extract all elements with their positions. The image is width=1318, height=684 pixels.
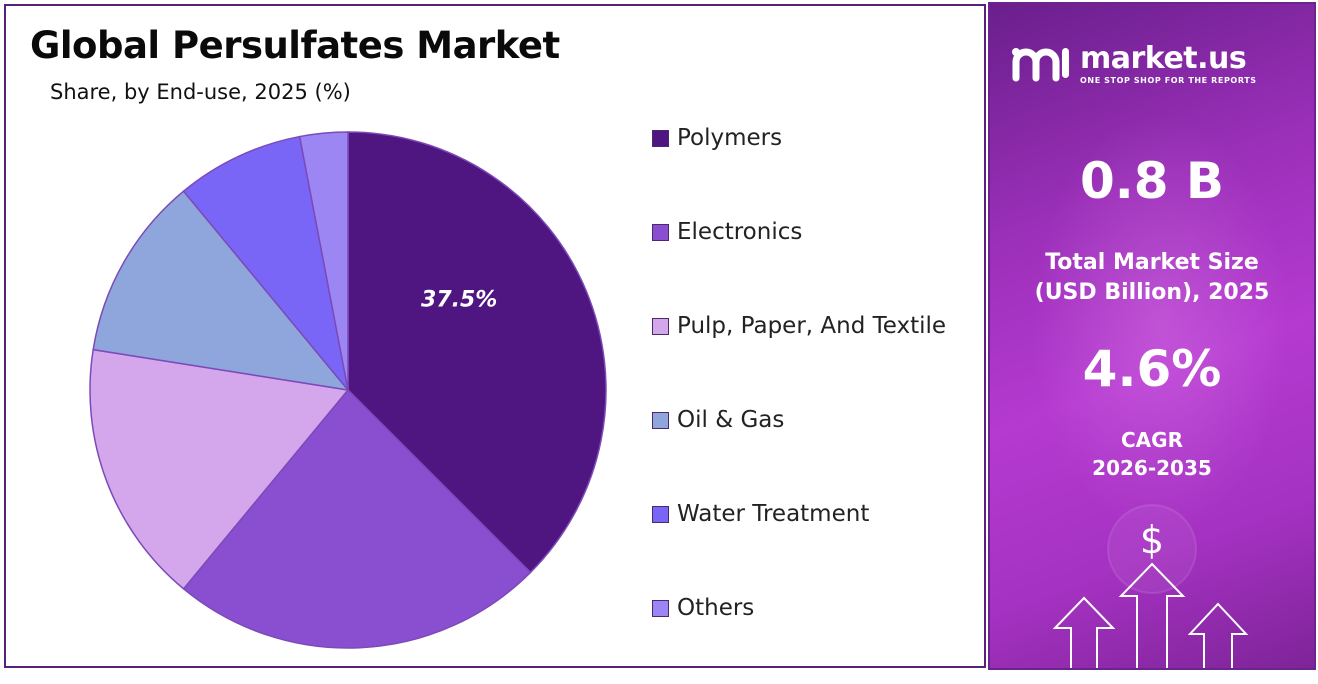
- legend-label: Electronics: [677, 219, 803, 245]
- cagr-label-line2: 2026-2035: [1092, 456, 1212, 480]
- legend-swatch: [652, 318, 669, 335]
- legend-label: Oil & Gas: [677, 407, 785, 433]
- legend-swatch: [652, 224, 669, 241]
- pie-slice-water-treatment: [182, 135, 349, 391]
- market-size-value: 0.8 B: [1079, 152, 1225, 210]
- legend-item: Pulp, Paper, And Textile: [652, 308, 982, 402]
- chart-legend: Polymers Electronics Pulp, Paper, And Text…: [652, 120, 982, 684]
- pie-chart: 37.5%: [89, 131, 607, 649]
- coin-circle: [1107, 504, 1197, 594]
- up-arrow-icon: [1052, 562, 1249, 668]
- brand-tagline: ONE STOP SHOP FOR THE REPORTS: [1080, 75, 1257, 85]
- legend-swatch: [652, 600, 669, 617]
- dollar-icon: $: [1139, 518, 1165, 562]
- market-size-label-line1: Total Market Size: [1045, 250, 1259, 275]
- legend-item: Water Treatment: [652, 496, 982, 590]
- legend-swatch: [652, 130, 669, 147]
- legend-swatch: [652, 412, 669, 429]
- legend-swatch: [652, 506, 669, 523]
- legend-item: Polymers: [652, 120, 982, 214]
- summary-panel: market.us ONE STOP SHOP FOR THE REPORTS …: [988, 2, 1316, 670]
- legend-item: Others: [652, 590, 982, 684]
- pie-slice-polymers: [347, 131, 607, 574]
- pie-slice-data-label: 37.5%: [421, 288, 497, 313]
- chart-panel: Global Persulfates Market Share, by End-…: [4, 4, 986, 668]
- chart-title: Global Persulfates Market: [30, 24, 560, 67]
- legend-label: Polymers: [677, 125, 783, 151]
- market-us-logo: market.us ONE STOP SHOP FOR THE REPORTS: [1010, 42, 1257, 86]
- chart-subtitle: Share, by End-use, 2025 (%): [50, 80, 351, 104]
- pie-slice-electronics: [182, 388, 532, 649]
- cagr-value: 4.6%: [1082, 340, 1222, 398]
- legend-item: Oil & Gas: [652, 402, 982, 496]
- cagr-label-line1: CAGR: [1121, 428, 1183, 452]
- brand-name: market.us: [1080, 40, 1247, 76]
- legend-label: Pulp, Paper, And Textile: [677, 313, 947, 339]
- growth-decoration: [1052, 504, 1249, 668]
- market-size-label-line2: (USD Billion), 2025: [1034, 280, 1270, 305]
- background-glow: [1030, 114, 1290, 534]
- pie-slice-others: [298, 131, 349, 391]
- pie-slice-oil-gas: [92, 190, 350, 392]
- legend-label: Others: [677, 595, 755, 621]
- market-us-logo-icon: [1012, 48, 1069, 82]
- legend-label: Water Treatment: [677, 501, 870, 527]
- pie-slice-pulp-paper-and-textile: [89, 348, 350, 590]
- legend-item: Electronics: [652, 214, 982, 308]
